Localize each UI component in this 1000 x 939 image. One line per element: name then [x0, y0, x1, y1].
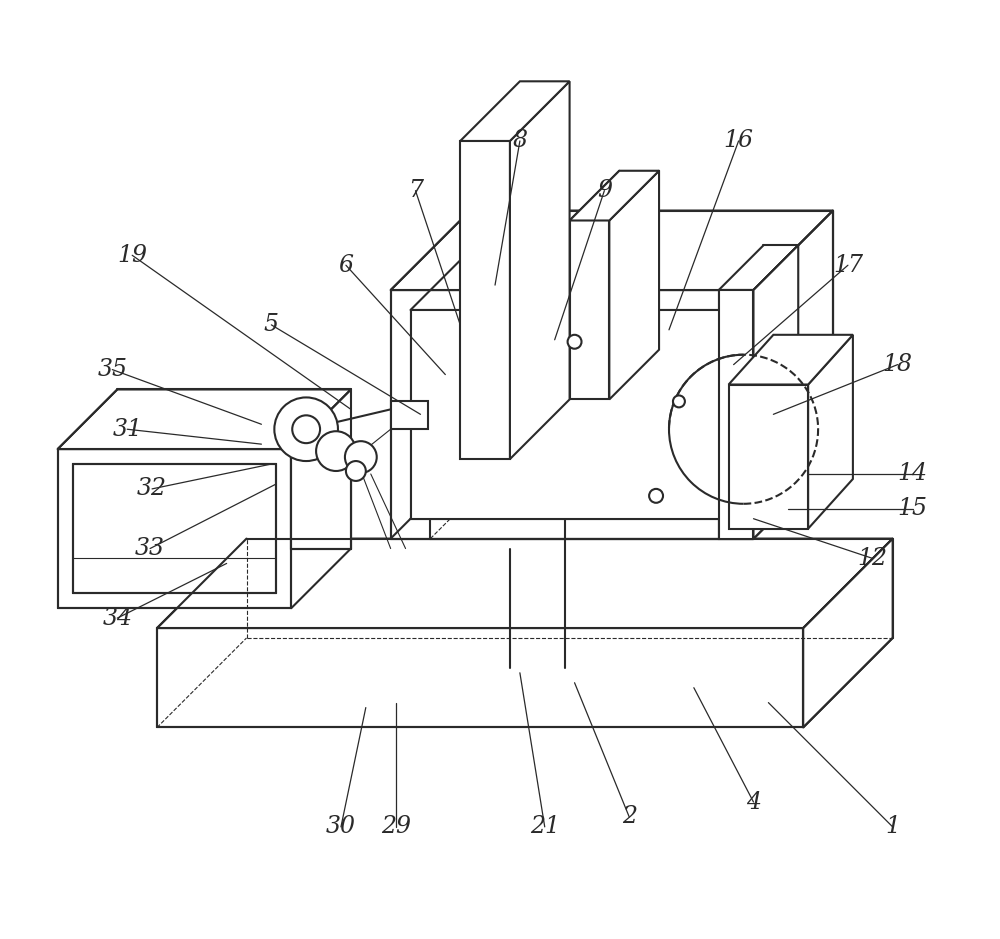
Polygon shape	[570, 171, 659, 221]
Circle shape	[316, 431, 356, 471]
Text: 21: 21	[530, 815, 560, 839]
Polygon shape	[510, 82, 570, 459]
Polygon shape	[157, 628, 803, 728]
Circle shape	[345, 441, 377, 473]
Text: 6: 6	[338, 254, 353, 277]
Polygon shape	[460, 141, 510, 459]
Circle shape	[274, 397, 338, 461]
Circle shape	[292, 415, 320, 443]
Text: 17: 17	[833, 254, 863, 277]
Circle shape	[649, 489, 663, 502]
Text: 33: 33	[135, 537, 165, 560]
Text: 35: 35	[97, 358, 127, 381]
Polygon shape	[391, 401, 428, 429]
Polygon shape	[570, 221, 609, 399]
Text: 12: 12	[858, 547, 888, 570]
Polygon shape	[391, 290, 753, 539]
Polygon shape	[808, 335, 853, 529]
Text: 32: 32	[137, 477, 167, 500]
Text: 16: 16	[724, 130, 754, 152]
Polygon shape	[753, 210, 833, 539]
Text: 7: 7	[408, 179, 423, 202]
Text: 4: 4	[746, 791, 761, 813]
Text: 18: 18	[883, 353, 913, 377]
Text: 31: 31	[112, 418, 142, 440]
Text: 29: 29	[381, 815, 411, 839]
Text: 15: 15	[898, 498, 928, 520]
Text: 2: 2	[622, 806, 637, 828]
Polygon shape	[58, 449, 291, 608]
Circle shape	[673, 395, 685, 408]
Circle shape	[346, 461, 366, 481]
Text: 8: 8	[512, 130, 527, 152]
Polygon shape	[729, 384, 808, 529]
Polygon shape	[157, 539, 893, 628]
Polygon shape	[729, 335, 853, 384]
Text: 34: 34	[102, 607, 132, 630]
Polygon shape	[73, 464, 276, 593]
Polygon shape	[460, 82, 570, 141]
Polygon shape	[753, 245, 798, 539]
Text: 1: 1	[885, 815, 900, 839]
Polygon shape	[291, 439, 351, 548]
Polygon shape	[58, 390, 351, 449]
Text: 30: 30	[326, 815, 356, 839]
Text: 19: 19	[117, 244, 147, 267]
Polygon shape	[391, 210, 833, 290]
Text: 5: 5	[264, 314, 279, 336]
Polygon shape	[411, 310, 734, 518]
Text: 9: 9	[597, 179, 612, 202]
Polygon shape	[609, 171, 659, 399]
Polygon shape	[803, 539, 893, 728]
Text: 14: 14	[898, 463, 928, 485]
Circle shape	[568, 335, 582, 348]
Polygon shape	[719, 290, 753, 539]
